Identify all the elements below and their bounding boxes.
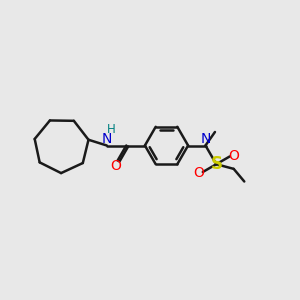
Text: O: O (111, 159, 122, 173)
Text: N: N (200, 133, 211, 146)
Text: N: N (102, 133, 112, 146)
Text: H: H (107, 123, 116, 136)
Text: S: S (210, 155, 222, 173)
Text: O: O (194, 166, 204, 180)
Text: O: O (228, 148, 239, 163)
